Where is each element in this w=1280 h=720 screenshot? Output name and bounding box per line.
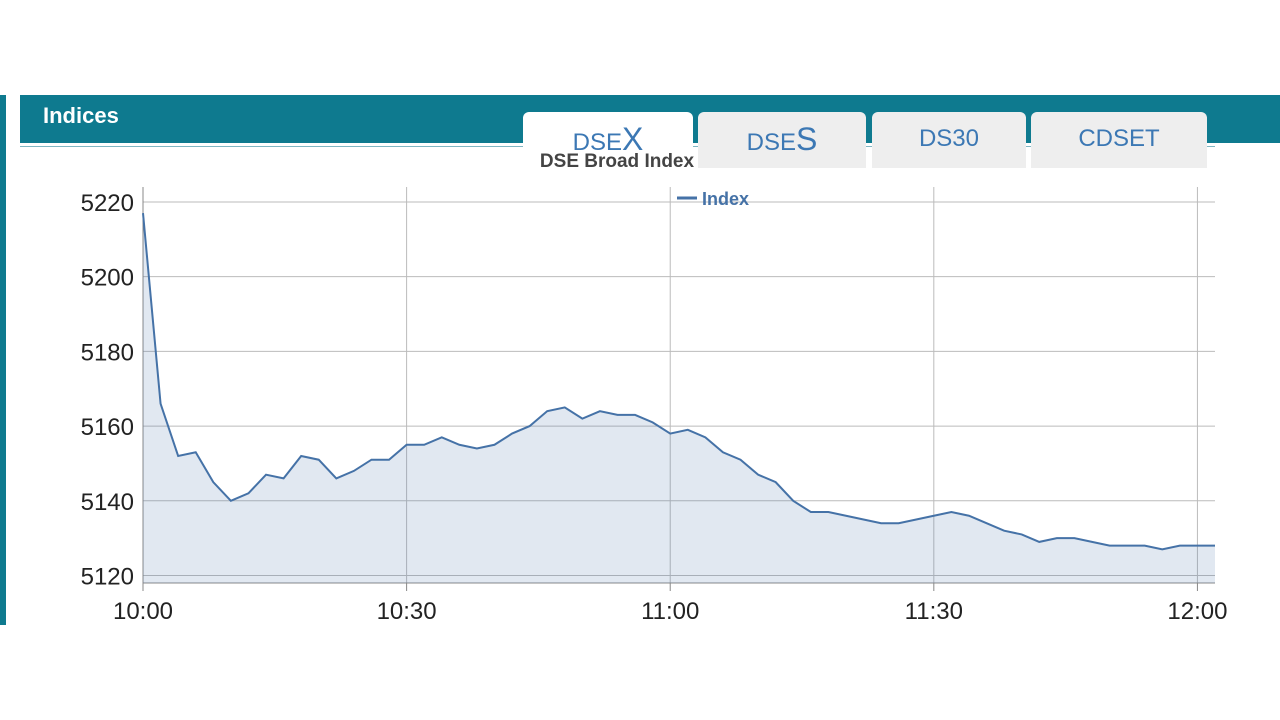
legend-label: Index xyxy=(702,189,749,209)
x-tick-label: 11:00 xyxy=(641,598,699,625)
tab-label: CDSET xyxy=(1078,125,1160,152)
tab-label: DSE xyxy=(572,129,622,156)
tab-label: DS30 xyxy=(918,125,980,152)
y-tick-label: 5220 xyxy=(81,190,134,217)
x-tick-label: 11:30 xyxy=(905,598,963,625)
y-tick-label: 5160 xyxy=(81,414,134,441)
panel-title: Indices xyxy=(43,103,119,128)
y-tick-label: 5200 xyxy=(81,265,134,292)
tab[interactable]: DSEX xyxy=(523,112,693,168)
x-tick-label: 12:00 xyxy=(1167,598,1227,625)
tab[interactable]: DS30 xyxy=(872,112,1026,168)
chart-title: DSE Broad Index xyxy=(540,151,695,172)
tab-accent: S xyxy=(796,121,818,157)
tab-accent: X xyxy=(622,121,644,157)
tab[interactable]: CDSET xyxy=(1031,112,1207,168)
x-tick-label: 10:30 xyxy=(377,598,437,625)
tab[interactable]: DSES xyxy=(698,112,866,168)
side-bar xyxy=(0,95,6,625)
y-tick-label: 5140 xyxy=(81,489,134,516)
y-tick-label: 5180 xyxy=(81,339,134,366)
line xyxy=(142,213,1215,551)
tab-label: DSE xyxy=(746,129,796,156)
x-tick-label: 10:00 xyxy=(113,598,173,625)
y-tick-label: 5120 xyxy=(81,564,134,591)
area xyxy=(143,213,1215,583)
